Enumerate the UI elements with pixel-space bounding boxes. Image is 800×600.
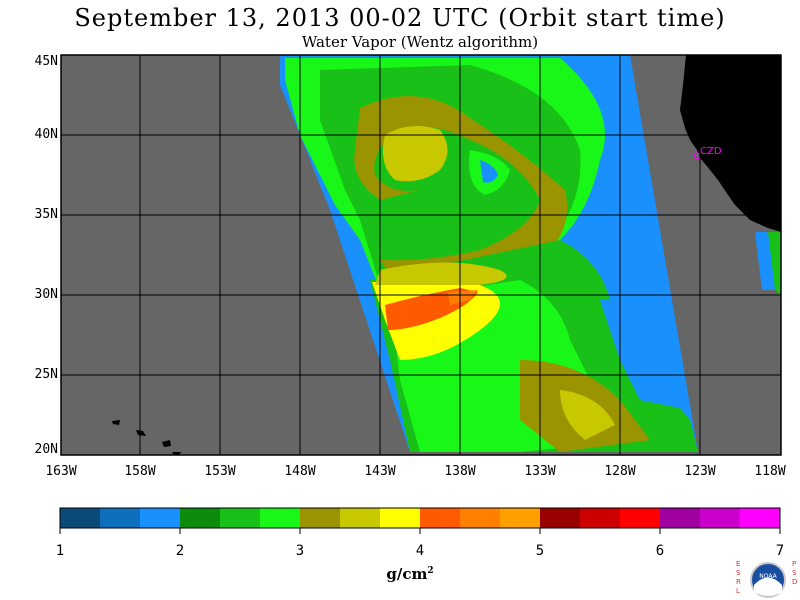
colorbar-swatch	[340, 508, 381, 528]
lon-label-158w: 158W	[124, 464, 156, 479]
hawaii-island-1	[112, 420, 120, 425]
colorbar-swatch	[620, 508, 661, 528]
colorbar-swatch	[100, 508, 141, 528]
lon-label-143w: 143W	[364, 464, 396, 479]
colorbar-swatch	[60, 508, 101, 528]
station-label: CZD	[700, 146, 722, 157]
colorbar-swatch	[140, 508, 181, 528]
lon-label-148w: 148W	[284, 464, 316, 479]
colorbar-swatch	[260, 508, 301, 528]
lat-label-30n: 30N	[34, 287, 58, 302]
lat-label-35n: 35N	[34, 207, 58, 222]
swath-swirl-core	[382, 126, 448, 182]
colorbar-label-5: 5	[535, 543, 545, 559]
colorbar-label-4: 4	[415, 543, 425, 559]
lat-label-45n: 45N	[34, 54, 58, 69]
colorbar-swatch	[380, 508, 421, 528]
page-title: September 13, 2013 00-02 UTC (Orbit star…	[74, 4, 726, 32]
lon-label-138w: 138W	[444, 464, 476, 479]
swath-olive-edge	[375, 262, 507, 285]
esrl-letters: E S R L	[736, 560, 741, 595]
swath-orange-tip	[448, 290, 478, 305]
lon-label-133w: 133W	[524, 464, 556, 479]
colorbar	[60, 508, 781, 528]
colorbar-units: g/cm2	[360, 565, 460, 583]
lon-label-163w: 163W	[45, 464, 77, 479]
psd-letters: P S D	[792, 560, 798, 586]
colorbar-ticks	[59, 528, 781, 534]
noaa-logo: NOAA	[750, 562, 786, 598]
colorbar-label-1: 1	[55, 543, 65, 559]
colorbar-swatch	[540, 508, 581, 528]
page-subtitle: Water Vapor (Wentz algorithm)	[301, 33, 539, 51]
hawaii-island-2	[136, 430, 146, 436]
lon-label-128w: 128W	[604, 464, 636, 479]
colorbar-swatch	[660, 508, 701, 528]
colorbar-swatch	[220, 508, 261, 528]
svg-text:NOAA: NOAA	[759, 573, 777, 580]
lon-label-118w: 118W	[754, 464, 786, 479]
colorbar-swatch	[700, 508, 741, 528]
lat-label-20n: 20N	[34, 442, 58, 457]
swath-olive-swirl	[354, 96, 568, 290]
colorbar-swatch	[420, 508, 461, 528]
colorbar-units-text: g/cm	[386, 565, 428, 583]
colorbar-swatch	[300, 508, 341, 528]
colorbar-label-7: 7	[775, 543, 785, 559]
graticule	[61, 55, 781, 455]
colorbar-label-2: 2	[175, 543, 185, 559]
swath-plume-olive-core	[560, 390, 615, 440]
colorbar-swatch	[460, 508, 501, 528]
swath-coastal-blue	[755, 232, 775, 290]
swath-plume-blue-east	[600, 300, 690, 410]
swath-swirl-inner-blue	[480, 160, 498, 183]
colorbar-label-3: 3	[295, 543, 305, 559]
lat-label-40n: 40N	[34, 127, 58, 142]
hawaii-island-3	[162, 440, 171, 447]
colorbar-swatch	[180, 508, 221, 528]
lon-label-123w: 123W	[684, 464, 716, 479]
esrl-psd-letters: E S R L P S D	[736, 560, 798, 600]
colorbar-swatch	[500, 508, 541, 528]
lat-label-25n: 25N	[34, 367, 58, 382]
colorbar-units-exponent: 2	[427, 566, 434, 576]
colorbar-swatch	[740, 508, 781, 528]
colorbar-label-6: 6	[655, 543, 665, 559]
lon-label-153w: 153W	[204, 464, 236, 479]
colorbar-swatch	[580, 508, 621, 528]
land-mass	[680, 55, 781, 232]
